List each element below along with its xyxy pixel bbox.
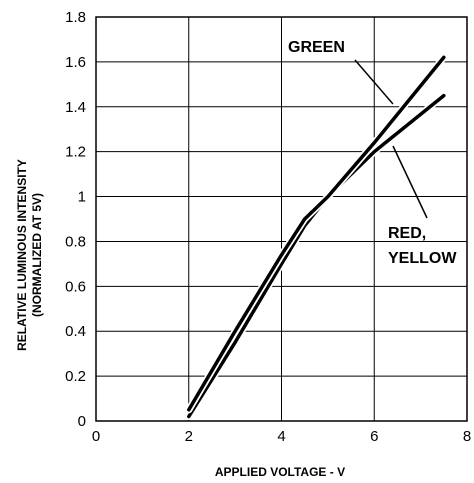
x-axis-title: APPLIED VOLTAGE - V: [215, 465, 345, 479]
grid: [95, 16, 468, 422]
annotation-red-yellow-line2: YELLOW: [388, 250, 457, 267]
y-tick-label: 0.8: [65, 233, 86, 250]
leader-line-green: [354, 59, 394, 105]
annotation-red-yellow-line1: RED,: [388, 225, 426, 242]
x-tick-label: 8: [463, 428, 471, 445]
x-tick-label: 6: [370, 428, 378, 445]
series-lines: [185, 53, 448, 420]
tick-labels: 0 2 4 6 8 0 0.2 0.4 0.6 0.8 1 1.2 1.4 1.6 1.8: [65, 9, 471, 445]
y-tick-label: 0.2: [65, 368, 86, 385]
x-tick-label: 0: [92, 428, 100, 445]
leader-line-red-yellow: [392, 145, 428, 219]
series-line-red-yellow: [187, 55, 446, 412]
y-tick-label: 0.6: [65, 278, 86, 295]
plot-border: [95, 16, 468, 422]
x-tick-label: 2: [185, 428, 193, 445]
y-axis-title-line1: RELATIVE LUMINOUS INTENSITY: [15, 159, 29, 351]
y-tick-label: 1.8: [65, 9, 86, 26]
y-tick-label: 1.4: [65, 99, 86, 116]
x-tick-label: 4: [277, 428, 285, 445]
y-tick-label: 0.4: [65, 323, 86, 340]
annotation-green: GREEN: [288, 39, 345, 56]
plot-frame: [95, 16, 468, 422]
y-tick-label: 1.2: [65, 144, 86, 161]
annotations: GREEN RED, YELLOW: [288, 39, 457, 267]
y-tick-label: 0: [78, 413, 86, 430]
y-axis-title-line2: (NORMALIZED AT 5V): [30, 193, 44, 317]
y-tick-label: 1.6: [65, 54, 86, 71]
y-tick-label: 1: [78, 189, 86, 206]
series-line-green: [187, 93, 446, 419]
